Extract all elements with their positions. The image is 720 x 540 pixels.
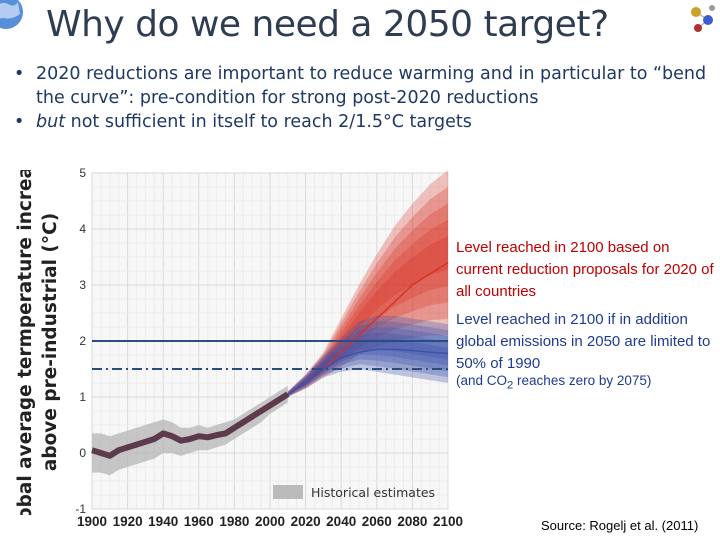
chart-axes: -1 0 1 2 3 4 5 1900 1920 1940 1960 1980 2000 2020 2040… <box>75 166 463 529</box>
bullet-text: 2020 reductions are important to reduce … <box>36 62 714 110</box>
bullet-item: • but not sufficient in itself to reach … <box>14 110 714 134</box>
y-axis-label: Global average termperature increase abo… <box>15 170 61 515</box>
y-tick-label: 0 <box>79 446 86 460</box>
projection-band-2 <box>287 338 448 395</box>
x-tick-label: 1940 <box>148 514 178 529</box>
bullet-text: but not sufficient in itself to reach 2/… <box>36 110 714 134</box>
bullet-item: • 2020 reductions are important to reduc… <box>14 62 714 110</box>
globe-logo-icon <box>0 0 23 29</box>
annotation-co2: (and CO2 reaches zero by 2075) <box>456 373 651 392</box>
historical-band <box>92 385 288 476</box>
x-tick-label: 2080 <box>397 514 427 529</box>
molecule-logo-icon <box>691 5 715 32</box>
y-axis-label-line-2: above pre-industrial (°C) <box>40 213 61 471</box>
annotation-co2-prefix: (and CO <box>456 373 508 388</box>
projection-band-2 <box>287 327 448 396</box>
annotation-red: Level reached in 2100 based on current r… <box>456 239 714 300</box>
bullet-marker: • <box>14 112 25 132</box>
projection-median-2 <box>287 348 449 395</box>
y-tick-label: 2 <box>79 334 86 348</box>
projection-band-2 <box>287 315 448 397</box>
bullet-text-italic: but <box>36 112 66 132</box>
projection-band-1 <box>287 236 448 395</box>
y-tick-label: -1 <box>75 502 86 516</box>
bullet-list: • 2020 reductions are important to reduc… <box>14 62 714 134</box>
projection-band-1 <box>287 170 448 397</box>
legend-label: Historical estimates <box>311 485 435 500</box>
annotation-co2-sub: 2 <box>507 379 514 392</box>
y-tick-label: 3 <box>79 278 86 292</box>
chart-bands <box>92 170 448 476</box>
y-tick-label: 5 <box>79 166 86 180</box>
x-tick-label: 1920 <box>113 514 143 529</box>
x-tick-label: 2100 <box>433 514 463 529</box>
source-citation: Source: Rogelj et al. (2011) <box>541 518 699 533</box>
annotation-co2-suffix: reaches zero by 2075) <box>513 373 652 388</box>
x-tick-label: 1900 <box>77 514 107 529</box>
x-tick-label: 1960 <box>184 514 214 529</box>
x-tick-label: 2000 <box>255 514 285 529</box>
legend-swatch <box>273 485 303 499</box>
historical-line <box>91 391 290 459</box>
x-tick-label: 2020 <box>291 514 321 529</box>
bullet-marker: • <box>14 64 25 84</box>
x-tick-label: 2040 <box>326 514 356 529</box>
slide-title: Why do we need a 2050 target? <box>46 4 609 45</box>
projection-band-2 <box>287 332 448 396</box>
chart-lines <box>91 261 449 459</box>
projection-band-1 <box>287 219 448 396</box>
projection-band-1 <box>287 186 448 397</box>
annotation-blue: Level reached in 2100 if in addition glo… <box>456 311 711 372</box>
x-tick-label: 1980 <box>219 514 249 529</box>
x-tick-label: 2060 <box>362 514 392 529</box>
y-tick-label: 4 <box>79 222 86 236</box>
y-axis-label-line-1: Global average termperature increase <box>15 170 36 515</box>
bullet-text-part: 2020 reductions are important to reduce … <box>36 64 707 108</box>
projection-band-1 <box>287 203 448 396</box>
y-tick-label: 1 <box>79 390 86 404</box>
bullet-text-part: not sufficient in itself to reach 2/1.5°… <box>65 112 472 132</box>
